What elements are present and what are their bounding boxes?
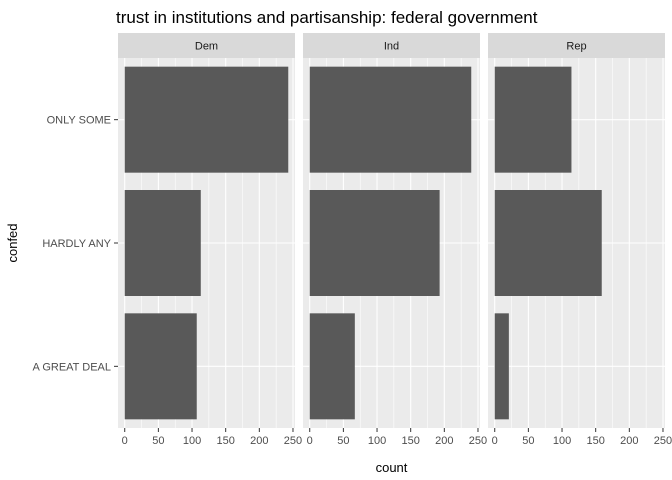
x-tick-label: 200 <box>620 435 638 447</box>
facet-panel-rep: Rep 0 50 100 150 200 250 <box>488 33 672 447</box>
x-tick-label: 0 <box>492 435 498 447</box>
x-tick-label: 50 <box>152 435 164 447</box>
x-tick-label: 100 <box>183 435 201 447</box>
facet-strip-label: Ind <box>384 41 399 53</box>
facet-strip <box>303 33 480 58</box>
x-tick-label: 150 <box>217 435 235 447</box>
x-tick-label: 50 <box>522 435 534 447</box>
facet-strip-label: Dem <box>195 41 218 53</box>
facet-strip-label: Rep <box>566 41 586 53</box>
bar-dem-0 <box>124 66 289 173</box>
y-tick-label: ONLY SOME <box>47 115 111 127</box>
bar-dem-1 <box>124 190 201 296</box>
x-tick-label: 100 <box>553 435 571 447</box>
x-axis-title: count <box>376 460 408 475</box>
x-tick-label: 250 <box>284 435 302 447</box>
x-tick-label: 250 <box>654 435 672 447</box>
x-tick-label: 0 <box>307 435 313 447</box>
facet-strip <box>488 33 665 58</box>
y-axis: ONLY SOME HARDLY ANY A GREAT DEAL <box>33 115 118 373</box>
x-tick-label: 150 <box>402 435 420 447</box>
chart-title: trust in institutions and partisanship: … <box>116 8 538 27</box>
bar-ind-2 <box>309 313 355 420</box>
x-tick-label: 200 <box>435 435 453 447</box>
y-tick-label: A GREAT DEAL <box>33 361 111 373</box>
facet-panel-dem: Dem 0 50 100 150 200 250 <box>118 33 302 447</box>
x-tick-label: 200 <box>250 435 268 447</box>
y-tick-label: HARDLY ANY <box>42 238 111 250</box>
bar-dem-2 <box>124 313 197 420</box>
y-axis-title: confed <box>5 223 20 262</box>
bar-ind-0 <box>309 66 472 173</box>
facet-panel-ind: Ind 0 50 100 150 200 250 <box>303 33 487 447</box>
facet-strip <box>118 33 295 58</box>
x-tick-label: 50 <box>337 435 349 447</box>
bar-rep-1 <box>494 190 602 296</box>
x-tick-label: 100 <box>368 435 386 447</box>
facet-panels: Dem 0 50 100 150 200 250 Ind 0 50 100 150 200 250 Rep 0… <box>118 33 672 447</box>
x-tick-label: 150 <box>587 435 605 447</box>
bar-rep-2 <box>494 313 509 420</box>
bar-rep-0 <box>494 66 572 173</box>
bar-ind-1 <box>309 190 440 296</box>
x-tick-label: 0 <box>122 435 128 447</box>
x-tick-label: 250 <box>469 435 487 447</box>
